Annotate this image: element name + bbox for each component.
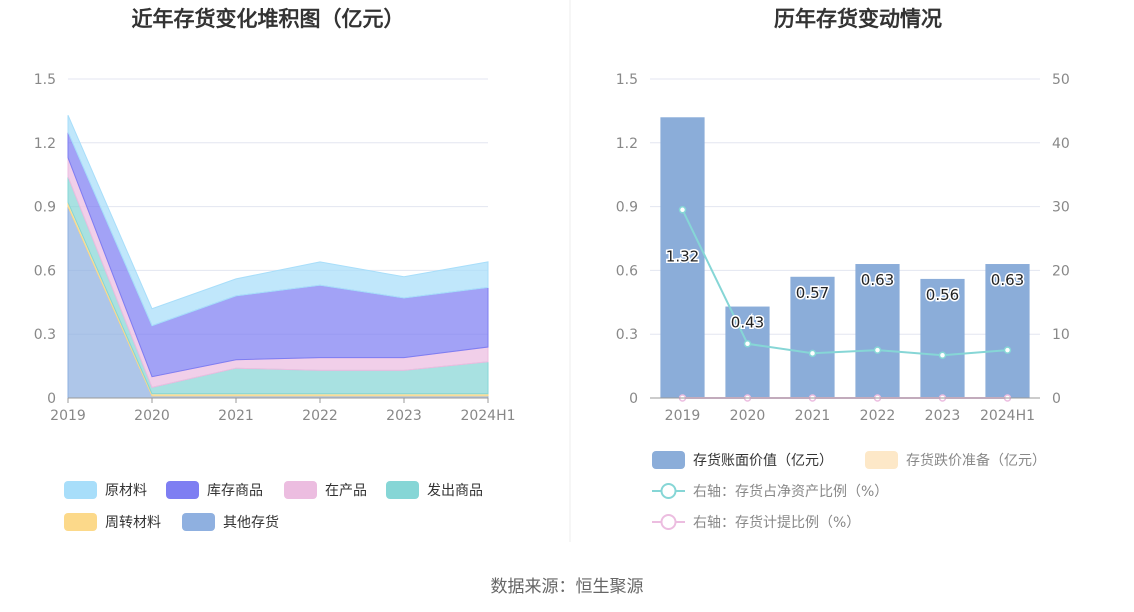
right-axes: 0 0.3 0.6 0.9 1.2 1.5 0 10 20 30 40 50 2019 2020 2021 2… <box>616 72 1070 424</box>
right-left-y-tick: 0 <box>629 391 638 407</box>
legend-label: 原材料 <box>105 483 147 499</box>
area-series-原材料 <box>67 115 489 327</box>
right-right-y-tick: 10 <box>1052 327 1070 343</box>
left-y-tick: 1.5 <box>34 72 56 88</box>
left-x-tick: 2020 <box>134 408 170 424</box>
left-x-tick: 2021 <box>218 408 254 424</box>
legend-swatch <box>652 451 685 469</box>
bar-2020 <box>725 306 770 398</box>
legend-item-在产品[interactable]: 在产品 <box>284 481 367 499</box>
bar-2019 <box>660 117 705 398</box>
right-x-tick: 2024H1 <box>980 408 1035 424</box>
right-x-tick: 2021 <box>795 408 831 424</box>
bar-2024H1 <box>985 264 1030 398</box>
left-x-tick: 2019 <box>50 408 86 424</box>
legend-item-存货跌价准备（亿元）[interactable]: 存货跌价准备（亿元） <box>865 451 1046 469</box>
legend-label: 周转材料 <box>105 515 161 531</box>
bar-2023 <box>920 278 965 398</box>
right-left-y-tick: 0.9 <box>616 200 638 216</box>
right-legend: 存货账面价值（亿元） 存货跌价准备（亿元） 右轴：存货占净资产比例（%） 右轴：存货计… <box>652 451 1046 531</box>
left-x-tick: 2023 <box>386 408 422 424</box>
right-chart-title: 历年存货变动情况 <box>774 7 942 31</box>
bar-data-label: 1.32 <box>666 247 699 265</box>
left-chart-title: 近年存货变化堆积图（亿元） <box>132 7 405 31</box>
left-areas <box>67 115 489 399</box>
left-y-tick: 0.9 <box>34 200 56 216</box>
legend-item-周转材料[interactable]: 周转材料 <box>64 513 161 531</box>
legend-item-其他存货[interactable]: 其他存货 <box>182 513 279 531</box>
bar-line-chart: 历年存货变动情况 1.32 0.43 0.57 0.63 0.56 0.63 0 0.3 0.… <box>616 7 1070 531</box>
right-x-tick: 2022 <box>860 408 896 424</box>
legend-marker <box>660 483 677 499</box>
stacked-area-chart: 近年存货变化堆积图（亿元） 0 0.3 0.6 0.9 1.2 1.5 2019 2020 20… <box>34 7 516 531</box>
legend-label: 库存商品 <box>207 483 263 499</box>
right-grid <box>650 78 1040 335</box>
right-bars <box>660 117 1030 398</box>
line-point <box>938 351 947 360</box>
right-left-y-tick: 1.5 <box>616 72 638 88</box>
legend-item-发出商品[interactable]: 发出商品 <box>386 481 483 499</box>
right-right-y-tick: 30 <box>1052 200 1070 216</box>
bar-2022 <box>855 264 900 398</box>
bar-data-label: 0.56 <box>926 286 959 304</box>
bar-data-label: 0.63 <box>991 271 1024 289</box>
left-x-tick: 2022 <box>302 408 338 424</box>
left-y-tick: 0 <box>47 391 56 407</box>
right-x-tick: 2020 <box>730 408 766 424</box>
legend-label: 发出商品 <box>427 483 483 499</box>
right-x-tick: 2023 <box>925 408 961 424</box>
legend-item-库存商品[interactable]: 库存商品 <box>166 481 263 499</box>
legend-swatch <box>284 481 317 499</box>
left-x-tick: 2024H1 <box>460 408 515 424</box>
bar-data-label: 0.57 <box>796 284 829 302</box>
line-point <box>743 340 752 348</box>
legend-item-右轴：存货计提比例（%）[interactable]: 右轴：存货计提比例（%） <box>652 514 860 531</box>
legend-item-右轴：存货占净资产比例（%）[interactable]: 右轴：存货占净资产比例（%） <box>652 483 888 500</box>
left-axes: 0 0.3 0.6 0.9 1.2 1.5 2019 2020 2021 2022 2023 2024… <box>34 72 516 424</box>
legend-marker <box>660 514 677 530</box>
right-left-y-tick: 1.2 <box>616 136 638 152</box>
right-right-y-tick: 0 <box>1052 391 1061 407</box>
legend-swatch <box>182 513 215 531</box>
line-point <box>873 346 882 354</box>
left-y-tick: 0.3 <box>34 327 56 343</box>
legend-label: 右轴：存货计提比例（%） <box>693 514 860 531</box>
legend-label: 存货跌价准备（亿元） <box>906 452 1046 469</box>
legend-swatch <box>166 481 199 499</box>
right-left-y-tick: 0.3 <box>616 327 638 343</box>
line-point <box>1003 346 1012 354</box>
right-right-y-tick: 50 <box>1052 72 1070 88</box>
legend-item-原材料[interactable]: 原材料 <box>64 481 147 499</box>
line-point <box>678 206 687 214</box>
right-right-y-tick: 20 <box>1052 263 1070 279</box>
data-source-label: 数据来源：恒生聚源 <box>491 577 644 597</box>
legend-label: 右轴：存货占净资产比例（%） <box>693 483 888 500</box>
line-point <box>808 349 817 358</box>
legend-item-存货账面价值（亿元）[interactable]: 存货账面价值（亿元） <box>652 451 833 469</box>
bar-data-label: 0.63 <box>861 271 894 289</box>
right-left-y-tick: 0.6 <box>616 263 638 279</box>
right-x-tick: 2019 <box>665 408 701 424</box>
right-bar-labels: 1.32 0.43 0.57 0.63 0.56 0.63 <box>664 246 1025 333</box>
legend-swatch <box>865 451 898 469</box>
legend-swatch <box>64 481 97 499</box>
bar-2021 <box>790 276 835 398</box>
left-y-tick: 0.6 <box>34 263 56 279</box>
legend-label: 存货账面价值（亿元） <box>693 452 833 469</box>
line-series-右轴：存货占净资产比例（%） <box>681 209 1008 357</box>
left-y-tick: 1.2 <box>34 136 56 152</box>
right-right-y-tick: 40 <box>1052 136 1070 152</box>
legend-label: 在产品 <box>325 483 367 499</box>
legend-swatch <box>386 481 419 499</box>
legend-label: 其他存货 <box>223 514 279 531</box>
legend-swatch <box>64 513 97 531</box>
bar-data-label: 0.43 <box>731 314 764 332</box>
